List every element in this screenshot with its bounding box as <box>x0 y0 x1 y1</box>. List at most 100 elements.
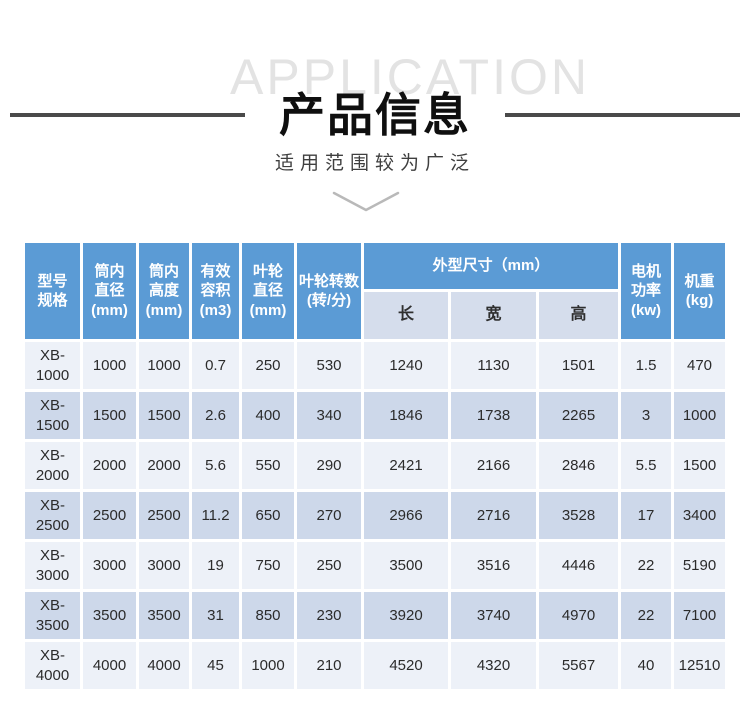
cell-value: 40 <box>621 642 672 689</box>
cell-value: 1738 <box>451 392 536 439</box>
col-header-model: 型号 规格 <box>25 243 80 339</box>
cell-value: 3740 <box>451 592 536 639</box>
cell-value: 1000 <box>139 342 189 389</box>
cell-value: 250 <box>242 342 294 389</box>
table-row: XB- 3500 3500 3500 31 850 230 3920 3740 4970 22 71… <box>25 592 726 639</box>
cell-value: 3516 <box>451 542 536 589</box>
col-header-inner-height: 筒内 高度 (mm) <box>139 243 189 339</box>
cell-value: 11.2 <box>192 492 239 539</box>
cell-value: 4000 <box>83 642 136 689</box>
col-header-impeller-diameter: 叶轮 直径 (mm) <box>242 243 294 339</box>
table-row: XB- 2500 2500 2500 11.2 650 270 2966 2716 3528 17… <box>25 492 726 539</box>
cell-value: 3500 <box>83 592 136 639</box>
cell-value: 1846 <box>364 392 448 439</box>
chevron-down-icon <box>332 191 400 212</box>
cell-value: 270 <box>297 492 361 539</box>
cell-value: 250 <box>297 542 361 589</box>
cell-value: 3500 <box>139 592 189 639</box>
cell-value: 1500 <box>83 392 136 439</box>
title-divider-left <box>10 113 245 117</box>
cell-value: 2000 <box>139 442 189 489</box>
cell-value: 210 <box>297 642 361 689</box>
cell-value: 3000 <box>83 542 136 589</box>
table-row: XB- 2000 2000 2000 5.6 550 290 2421 2166 2846 5.5… <box>25 442 726 489</box>
cell-value: 5.5 <box>621 442 672 489</box>
cell-value: 470 <box>674 342 726 389</box>
cell-value: 19 <box>192 542 239 589</box>
cell-value: 2000 <box>83 442 136 489</box>
cell-model: XB- 3000 <box>25 542 80 589</box>
col-header-weight: 机重 (kg) <box>674 243 726 339</box>
cell-value: 2716 <box>451 492 536 539</box>
header-row-2: 长 宽 高 <box>25 292 725 339</box>
cell-value: 4320 <box>451 642 536 689</box>
table-row: XB- 1500 1500 1500 2.6 400 340 1846 1738 2265 3 10… <box>25 392 726 439</box>
cell-value: 1000 <box>242 642 294 689</box>
cell-model: XB- 4000 <box>25 642 80 689</box>
spec-table-body: XB- 1000 1000 1000 0.7 250 530 1240 1130 1501 1.5… <box>25 342 726 689</box>
cell-value: 2500 <box>83 492 136 539</box>
col-header-inner-diameter: 筒内 直径 (mm) <box>83 243 136 339</box>
cell-model: XB- 1000 <box>25 342 80 389</box>
cell-value: 31 <box>192 592 239 639</box>
cell-value: 1130 <box>451 342 536 389</box>
cell-value: 1000 <box>674 392 726 439</box>
cell-model: XB- 2500 <box>25 492 80 539</box>
header-row-1: 型号 规格 筒内 直径 (mm) 筒内 高度 (mm) 有效 容积 (m3) 叶… <box>25 243 726 339</box>
cell-value: 1240 <box>364 342 448 389</box>
cell-value: 2166 <box>451 442 536 489</box>
cell-value: 45 <box>192 642 239 689</box>
col-header-dimensions-group: 外型尺寸（mm） <box>364 243 619 289</box>
product-spec-table: 型号 规格 筒内 直径 (mm) 筒内 高度 (mm) 有效 容积 (m3) 叶… <box>22 240 729 692</box>
cell-value: 230 <box>297 592 361 639</box>
cell-value: 750 <box>242 542 294 589</box>
page-title: 产品信息 <box>279 89 471 141</box>
cell-value: 1500 <box>139 392 189 439</box>
cell-value: 340 <box>297 392 361 439</box>
cell-value: 2500 <box>139 492 189 539</box>
table-row: XB- 3000 3000 3000 19 750 250 3500 3516 4446 22 51… <box>25 542 726 589</box>
title-divider-right <box>505 113 740 117</box>
col-header-impeller-speed: 叶轮转数 (转/分) <box>297 243 361 339</box>
cell-value: 0.7 <box>192 342 239 389</box>
cell-value: 2421 <box>364 442 448 489</box>
cell-value: 290 <box>297 442 361 489</box>
cell-value: 4000 <box>139 642 189 689</box>
cell-value: 1.5 <box>621 342 672 389</box>
cell-model: XB- 3500 <box>25 592 80 639</box>
cell-value: 3400 <box>674 492 726 539</box>
col-header-motor-power: 电机 功率 (kw) <box>621 243 672 339</box>
cell-value: 3 <box>621 392 672 439</box>
cell-value: 12510 <box>674 642 726 689</box>
cell-model: XB- 1500 <box>25 392 80 439</box>
cell-value: 5.6 <box>192 442 239 489</box>
cell-value: 3500 <box>364 542 448 589</box>
cell-value: 5190 <box>674 542 726 589</box>
col-header-width: 宽 <box>451 292 536 339</box>
cell-value: 2966 <box>364 492 448 539</box>
title-row: 产品信息 <box>10 92 740 138</box>
cell-value: 3528 <box>539 492 619 539</box>
col-header-height: 高 <box>539 292 619 339</box>
cell-value: 7100 <box>674 592 726 639</box>
cell-value: 550 <box>242 442 294 489</box>
cell-value: 650 <box>242 492 294 539</box>
page-subtitle: 适用范围较为广泛 <box>274 153 475 174</box>
cell-value: 1000 <box>83 342 136 389</box>
cell-value: 400 <box>242 392 294 439</box>
cell-value: 530 <box>297 342 361 389</box>
cell-model: XB- 2000 <box>25 442 80 489</box>
cell-value: 17 <box>621 492 672 539</box>
cell-value: 2846 <box>539 442 619 489</box>
cell-value: 3000 <box>139 542 189 589</box>
cell-value: 3920 <box>364 592 448 639</box>
application-watermark: APPLICATION <box>230 49 590 105</box>
cell-value: 2265 <box>539 392 619 439</box>
cell-value: 1500 <box>674 442 726 489</box>
cell-value: 4446 <box>539 542 619 589</box>
table-row: XB- 1000 1000 1000 0.7 250 530 1240 1130 1501 1.5… <box>25 342 726 389</box>
cell-value: 850 <box>242 592 294 639</box>
cell-value: 22 <box>621 542 672 589</box>
table-row: XB- 4000 4000 4000 45 1000 210 4520 4320 5567 40 1… <box>25 642 726 689</box>
